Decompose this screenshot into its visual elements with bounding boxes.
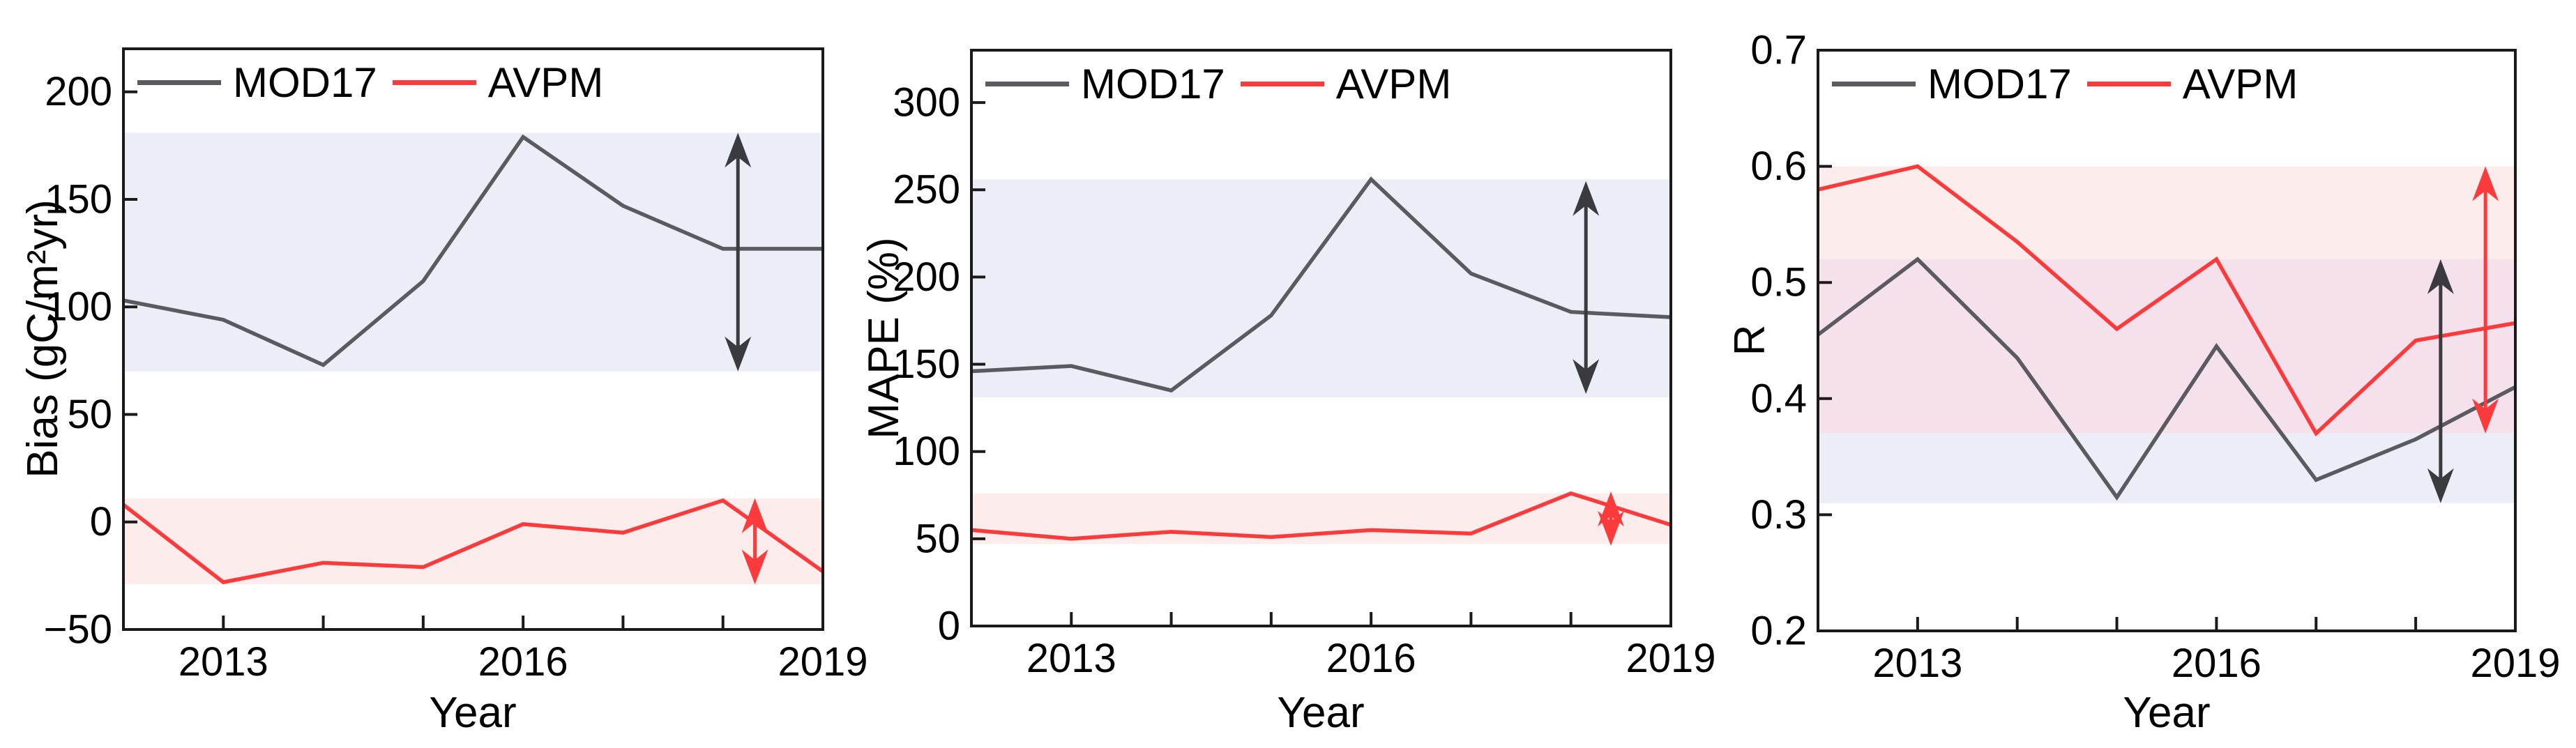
y-tick-label: 200 (45, 69, 112, 114)
x-tick-label: 2016 (478, 639, 568, 685)
axes-box (122, 47, 824, 631)
y-tick-label: 150 (893, 342, 960, 387)
y-tick-label: 0.5 (1750, 260, 1807, 305)
x-tick-label: 2016 (1326, 636, 1416, 681)
y-tick-label: 0.7 (1750, 28, 1807, 73)
y-tick-label: 0.4 (1750, 376, 1807, 421)
arrowhead-up-icon (2427, 259, 2454, 294)
y-axis-title-r: R (1726, 324, 1774, 356)
y-tick-label: 250 (893, 167, 960, 213)
y-tick-label: 100 (45, 284, 112, 330)
arrowhead-down-icon (741, 549, 768, 585)
x-tick-label: 2013 (1026, 636, 1116, 681)
x-tick-label: 2013 (1872, 641, 1962, 686)
y-tick-label: 200 (893, 254, 960, 300)
x-tick-label: 2019 (778, 639, 867, 685)
arrowhead-up-icon (2472, 166, 2499, 201)
y-tick-label: 0.2 (1750, 609, 1807, 654)
legend-label-mod17: MOD17 (1081, 60, 1225, 107)
legend-label-avpm: AVPM (2182, 60, 2298, 107)
arrowhead-up-icon (725, 132, 752, 168)
legend-line-mod17-icon (137, 79, 221, 85)
x-tick-label: 2013 (179, 639, 268, 685)
series-line-avpm-panel3 (1817, 164, 2516, 437)
x-tick-label: 2019 (2470, 641, 2560, 686)
arrowhead-up-icon (1573, 181, 1600, 216)
arrowhead-down-icon (1598, 510, 1625, 546)
legend-label-avpm: AVPM (487, 59, 604, 106)
x-tick-label: 2019 (1626, 636, 1715, 681)
legend-panel-1: MOD17 AVPM (137, 59, 619, 106)
x-axis-title-year-3: Year (2123, 689, 2211, 737)
x-tick-label: 2016 (2172, 641, 2261, 686)
y-tick-label: 0.6 (1750, 144, 1807, 189)
y-tick-label: 100 (893, 429, 960, 474)
range-band (971, 179, 1671, 398)
legend-line-mod17-icon (985, 81, 1069, 86)
y-axis-title-mape: MAPE (%) (860, 237, 908, 439)
series-line-avpm-panel1 (122, 498, 824, 585)
series-line-mod17-panel1 (123, 134, 823, 367)
y-tick-label: 50 (67, 392, 112, 437)
y-tick-label: 0 (938, 604, 960, 649)
arrowhead-down-icon (725, 336, 752, 372)
y-tick-label: 300 (893, 80, 960, 125)
series-line-mod17-panel2 (971, 176, 1672, 393)
y-tick-label: 0 (90, 499, 112, 544)
y-tick-label: 150 (45, 176, 112, 222)
legend-line-mod17-icon (1832, 81, 1916, 86)
axes-box (970, 49, 1672, 627)
range-band (123, 498, 823, 585)
range-band (971, 493, 1671, 544)
legend-label-mod17: MOD17 (1927, 60, 2072, 107)
series-line-mod17-panel3 (1817, 257, 2517, 501)
y-tick-label: −50 (44, 607, 112, 652)
arrowhead-down-icon (2472, 398, 2499, 434)
y-tick-label: 0.3 (1750, 492, 1807, 537)
legend-line-avpm-icon (1240, 81, 1324, 86)
y-tick-label: 50 (915, 516, 960, 561)
legend-panel-2: MOD17 AVPM (985, 60, 1467, 107)
legend-panel-3: MOD17 AVPM (1832, 60, 2313, 107)
series-line-avpm-panel2 (971, 491, 1672, 541)
range-band (1818, 166, 2515, 259)
legend-line-avpm-icon (392, 79, 476, 85)
axes-box (1817, 49, 2517, 632)
x-axis-title-year-2: Year (1277, 689, 1365, 737)
arrowhead-down-icon (2427, 468, 2454, 503)
legend-label-mod17: MOD17 (233, 59, 377, 106)
range-band (123, 132, 823, 372)
legend-label-avpm: AVPM (1335, 60, 1452, 107)
x-axis-title-year-1: Year (429, 689, 517, 737)
arrowhead-up-icon (741, 498, 768, 533)
arrowhead-down-icon (1573, 359, 1600, 395)
range-band (1818, 433, 2515, 503)
y-axis-title-bias: Bias (gC/m²yr) (19, 199, 67, 478)
legend-line-avpm-icon (2086, 81, 2171, 86)
range-band (1818, 259, 2515, 434)
